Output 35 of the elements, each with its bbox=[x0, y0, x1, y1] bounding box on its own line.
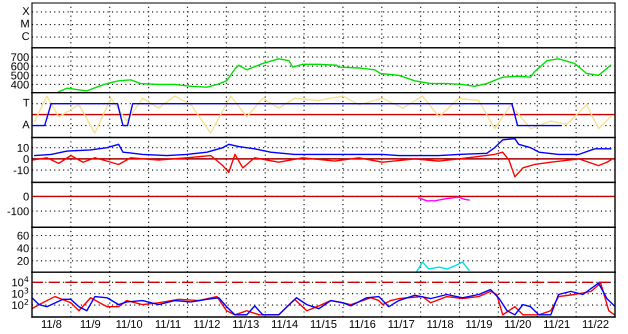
y-tick-label: 10$^{3}$ bbox=[12, 288, 28, 298]
y-tick-label: -100 bbox=[7, 207, 29, 216]
y-tick-label: 10$^{4}$ bbox=[12, 276, 28, 286]
x-tick-label: 11/19 bbox=[466, 320, 492, 328]
y-tick-label: 10 bbox=[18, 144, 29, 152]
text: C bbox=[22, 32, 30, 40]
x-tick-label: 11/13 bbox=[233, 320, 259, 328]
x-tick-label: 11/15 bbox=[310, 320, 337, 328]
x-tick-label: 11/12 bbox=[194, 320, 220, 328]
y-tick-label: 600 bbox=[11, 62, 29, 70]
y-tick-label: 0 bbox=[23, 155, 29, 164]
text: T bbox=[23, 98, 30, 107]
x-tick-label: 11/14 bbox=[272, 320, 298, 328]
y-tick-label: 0 bbox=[23, 192, 29, 201]
text: A bbox=[22, 120, 30, 128]
x-tick-label: 11/8 bbox=[42, 320, 62, 328]
y-tick-label: 700 bbox=[11, 53, 29, 62]
x-tick-label: 11/9 bbox=[80, 320, 100, 328]
y-tick-label: 60 bbox=[17, 232, 29, 240]
text: M bbox=[21, 20, 29, 28]
y-tick-label: 500 bbox=[11, 72, 29, 80]
x-tick-label: 11/11 bbox=[156, 320, 181, 328]
x-tick-label: 11/16 bbox=[350, 320, 376, 328]
text: X bbox=[22, 7, 30, 15]
y-tick-label: -10 bbox=[14, 166, 29, 174]
x-tick-label: 11/21 bbox=[544, 320, 570, 328]
x-tick-label: 11/18 bbox=[427, 320, 454, 328]
x-tick-label: 11/22 bbox=[582, 320, 609, 328]
y-tick-label: 20 bbox=[17, 257, 29, 265]
x-tick-label: 11/20 bbox=[505, 320, 531, 328]
x-tick-label: 11/10 bbox=[116, 320, 142, 328]
y-tick-label: 10$^{2}$ bbox=[12, 299, 28, 310]
y-tick-label: 40 bbox=[17, 244, 29, 252]
x-tick-label: 11/17 bbox=[388, 320, 414, 328]
y-tick-label: 400 bbox=[10, 80, 29, 89]
